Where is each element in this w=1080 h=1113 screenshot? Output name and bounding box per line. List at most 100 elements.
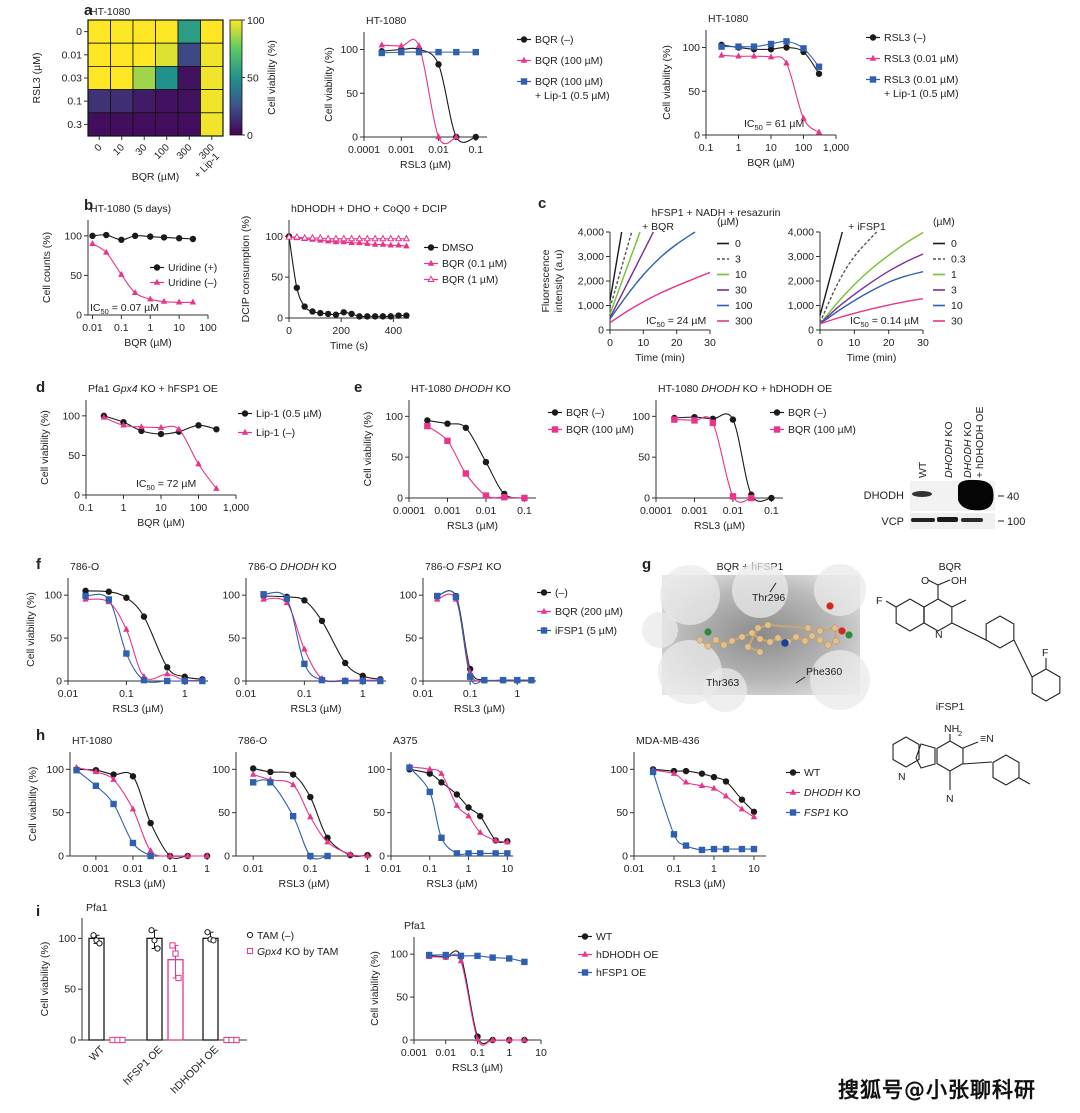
data-point bbox=[324, 834, 331, 841]
series-curve bbox=[288, 236, 407, 318]
legend-marker bbox=[551, 409, 559, 416]
chart-e2: 0 50 100 0.0001 0.001 0.01 0.1 RSL3 (µM) HT-1080… bbox=[632, 383, 855, 532]
data-point bbox=[768, 494, 775, 502]
data-point bbox=[131, 232, 139, 240]
series-bqr-100-m- bbox=[424, 422, 528, 502]
legend-label: TAM (–) bbox=[257, 930, 294, 942]
data-point bbox=[453, 48, 460, 56]
data-point bbox=[457, 957, 465, 964]
y-axis-label: RSL3 (µM) bbox=[31, 53, 43, 104]
data-point bbox=[129, 773, 137, 780]
x-tick-label: 0.01 bbox=[381, 863, 402, 875]
chart-f1: 0 50 100 0.01 0.1 1 RSL3 (µM) Cell viability (%… bbox=[25, 561, 208, 715]
data-point bbox=[210, 937, 217, 944]
surface-blob bbox=[642, 612, 678, 648]
x-axis-label: Time (s) bbox=[330, 340, 368, 352]
row-label: DHODH bbox=[864, 490, 904, 502]
chart-title: HT-1080 bbox=[72, 735, 112, 747]
data-point bbox=[82, 587, 89, 595]
legend-item: (–) bbox=[537, 587, 568, 599]
data-point bbox=[453, 133, 460, 140]
legend-item: BQR (–) bbox=[517, 34, 574, 46]
chart-title: 786-O bbox=[70, 561, 99, 573]
data-point bbox=[110, 776, 117, 782]
x-tick-label: 30 bbox=[917, 337, 929, 349]
data-point bbox=[738, 796, 746, 803]
x-tick-label: 20 bbox=[671, 337, 683, 349]
data-point bbox=[474, 952, 481, 960]
data-point bbox=[377, 677, 384, 685]
series-bqr-1-m- bbox=[285, 232, 411, 242]
legend-marker bbox=[241, 428, 249, 435]
legend-item: 0 bbox=[717, 238, 741, 250]
series-lip-1-0-5-m- bbox=[100, 412, 220, 438]
data-point bbox=[442, 951, 449, 959]
data-point bbox=[147, 295, 154, 302]
chart-title: hDHODH + DHO + CoQ0 + DCIP bbox=[291, 203, 447, 215]
data-point bbox=[250, 779, 257, 786]
x-tick-label: 0.1 bbox=[114, 322, 129, 334]
legend-label: Uridine (–) bbox=[168, 277, 217, 289]
chart-subtitle: + iFSP1 bbox=[848, 221, 886, 233]
panel-letter-a: a bbox=[84, 2, 93, 19]
atom-label: F bbox=[1042, 647, 1048, 659]
x-tick-label: 10 bbox=[535, 1047, 547, 1059]
chart-b1: 0 50 100 0.01 0.1 1 10 100 BQR (µM) Cell counts (… bbox=[41, 203, 217, 349]
legend-label: 300 bbox=[735, 316, 753, 328]
legend-item: BQR (100 µM) + Lip-1 (0.5 µM) bbox=[517, 76, 610, 102]
data-point bbox=[307, 813, 314, 820]
data-point bbox=[92, 768, 100, 775]
legend-item: 3 bbox=[933, 285, 957, 297]
data-point bbox=[250, 770, 257, 777]
data-point bbox=[371, 313, 379, 320]
data-point bbox=[163, 670, 171, 677]
y-tick-label: 1,000 bbox=[788, 300, 814, 312]
series-3 bbox=[819, 253, 924, 325]
x-axis-label: BQR (µM) bbox=[132, 171, 179, 183]
legend-marker bbox=[540, 627, 548, 634]
data-point bbox=[73, 767, 80, 774]
legend-label-2: + Lip-1 (0.5 µM) bbox=[884, 88, 959, 100]
chart-title: HT-1080 bbox=[708, 13, 748, 25]
atom bbox=[744, 643, 752, 651]
x-axis-label: RSL3 (µM) bbox=[279, 878, 330, 890]
legend-label: BQR (1 µM) bbox=[442, 274, 498, 286]
x-axis-label: RSL3 (µM) bbox=[675, 878, 726, 890]
data-point bbox=[181, 677, 188, 685]
series-hfsp1-oe bbox=[425, 951, 528, 966]
series-curve bbox=[76, 767, 208, 857]
x-tick-label: 30 bbox=[704, 337, 716, 349]
data-point bbox=[105, 588, 113, 595]
data-point bbox=[175, 235, 183, 242]
legend-item: RSL3 (–) bbox=[866, 32, 926, 44]
y-tick-label: 0 bbox=[277, 313, 283, 325]
data-point bbox=[267, 779, 274, 786]
y-tick-label: 100 bbox=[58, 933, 76, 945]
ylabel-line1: Fluorescence bbox=[540, 249, 552, 312]
x-axis-label: RSL3 (µM) bbox=[454, 703, 505, 715]
heatmap-cell bbox=[200, 42, 224, 67]
data-point bbox=[89, 240, 96, 246]
data-point bbox=[453, 791, 461, 798]
series-curve bbox=[288, 236, 407, 247]
series-curve bbox=[263, 591, 381, 683]
legend-marker bbox=[551, 426, 559, 433]
x-tick-label: 0.1 bbox=[163, 863, 178, 875]
heatmap-cell bbox=[87, 66, 111, 91]
series-ifsp1-5-m- bbox=[82, 592, 206, 685]
data-point bbox=[147, 847, 154, 853]
data-point bbox=[138, 427, 145, 435]
legend-label: 10 bbox=[735, 269, 747, 281]
legend-marker bbox=[773, 409, 781, 416]
panel-letter-i: i bbox=[36, 903, 40, 920]
x-tick-label: 0.001 bbox=[681, 505, 707, 517]
legend-marker bbox=[427, 275, 435, 282]
bond bbox=[767, 624, 809, 629]
series-curve bbox=[381, 47, 476, 143]
data-point bbox=[169, 942, 176, 949]
data-point bbox=[379, 240, 387, 247]
y-tick-label: 2,000 bbox=[578, 276, 604, 288]
series-curve bbox=[437, 590, 532, 682]
